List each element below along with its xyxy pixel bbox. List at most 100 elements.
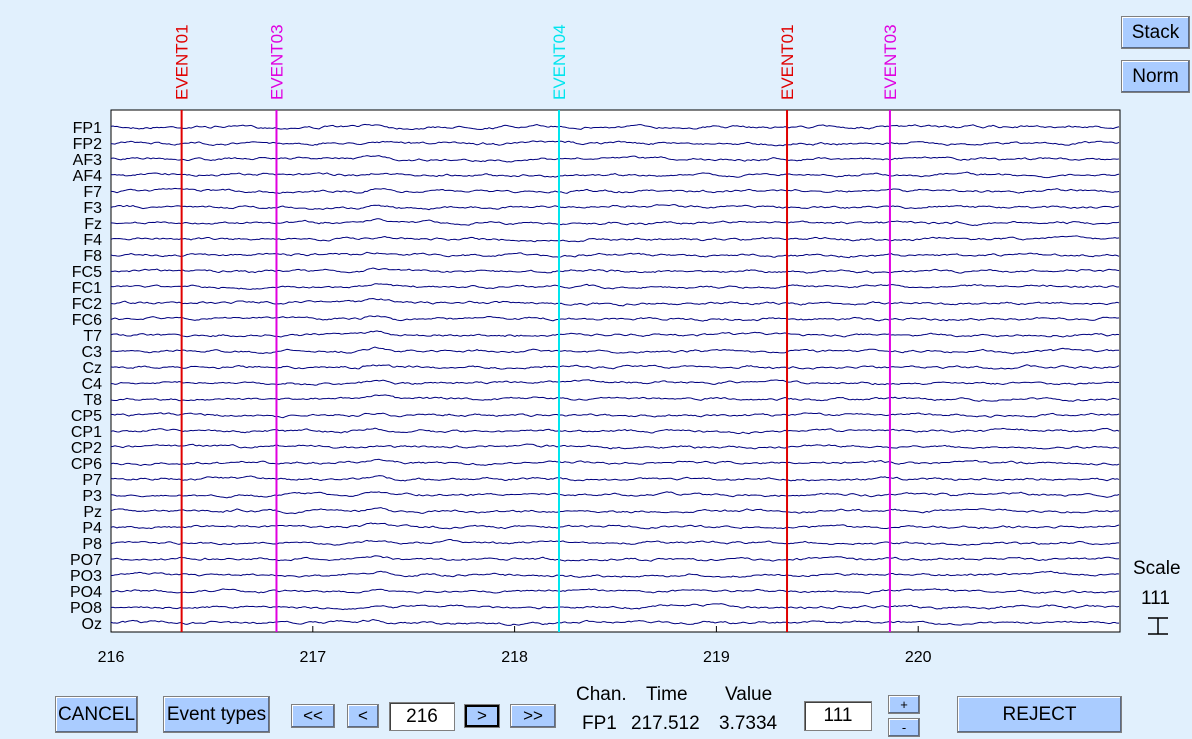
- channel-label-p8: P8: [82, 536, 102, 553]
- eeg-trace-c4: [110, 379, 1120, 386]
- eeg-trace-c3: [110, 346, 1120, 355]
- event-label-event01: EVENT01: [778, 24, 797, 100]
- previous-page-button[interactable]: <: [347, 704, 379, 728]
- scale-value: 111: [1141, 588, 1170, 609]
- eeg-trace-f4: [110, 235, 1120, 243]
- eeg-trace-po8: [110, 603, 1120, 611]
- event-label-event03: EVENT03: [267, 24, 286, 100]
- channel-label-fc2: FC2: [72, 296, 102, 313]
- channel-label-t7: T7: [83, 328, 102, 345]
- cancel-button[interactable]: CANCEL: [55, 696, 138, 733]
- eeg-trace-fc1: [110, 283, 1120, 290]
- channel-label-f3: F3: [83, 200, 102, 217]
- x-tick-label: 216: [98, 649, 125, 666]
- eeg-trace-fp1: [110, 123, 1120, 131]
- channel-label-po3: PO3: [70, 568, 102, 585]
- eeg-trace-fp2: [110, 140, 1120, 147]
- x-tick-label: 217: [299, 649, 326, 666]
- event-label-event01: EVENT01: [173, 24, 192, 100]
- eeg-trace-cp2: [110, 443, 1120, 450]
- event-markers: EVENT01 EVENT03 EVENT04 EVENT01 EVENT03: [173, 24, 900, 632]
- channel-labels: FP1FP2AF3AF4F7F3FzF4F8FC5FC1FC2FC6T7C3Cz…: [70, 120, 102, 633]
- channel-label-cp5: CP5: [71, 408, 102, 425]
- scale-bar-icon: [1148, 617, 1168, 635]
- event-label-event04: EVENT04: [550, 24, 569, 100]
- channel-label-c3: C3: [82, 344, 103, 361]
- channel-label-oz: Oz: [82, 616, 102, 633]
- stack-button[interactable]: Stack: [1121, 16, 1190, 49]
- channel-label-fc1: FC1: [72, 280, 102, 297]
- eeg-trace-f7: [110, 187, 1120, 194]
- time-header: Time: [646, 684, 688, 705]
- channel-label-p7: P7: [82, 472, 102, 489]
- x-tick-label: 218: [501, 649, 528, 666]
- cursor-value: 3.7334: [719, 713, 778, 734]
- eeg-trace-p3: [110, 491, 1120, 499]
- channel-label-f4: F4: [83, 232, 102, 249]
- channel-label-cz: Cz: [82, 360, 102, 377]
- scale-decrease-button[interactable]: -: [888, 718, 920, 737]
- channel-label-p3: P3: [82, 488, 102, 505]
- channel-label-f7: F7: [83, 184, 102, 201]
- scale-label: Scale: [1133, 558, 1181, 579]
- event-label-event03: EVENT03: [881, 24, 900, 100]
- channel-label-fc6: FC6: [72, 312, 102, 329]
- plot-area: [110, 109, 1121, 633]
- eeg-plot[interactable]: EVENT01 EVENT03 EVENT04 EVENT01 EVENT03 FP1F…: [0, 0, 1192, 680]
- channel-label-po8: PO8: [70, 600, 102, 617]
- channel-label-cp6: CP6: [71, 456, 102, 473]
- eeg-trace-t7: [110, 330, 1120, 338]
- eeg-trace-t8: [110, 394, 1120, 402]
- eeg-trace-fc2: [110, 298, 1120, 307]
- eeg-trace-po7: [111, 555, 1120, 562]
- eeg-trace-p7: [110, 475, 1120, 482]
- eeg-trace-f3: [110, 204, 1120, 211]
- norm-button[interactable]: Norm: [1121, 60, 1190, 93]
- eeg-trace-cp6: [110, 458, 1120, 467]
- eeg-trace-po4: [110, 588, 1120, 595]
- channel-label-fc5: FC5: [72, 264, 102, 281]
- reject-button[interactable]: REJECT: [957, 696, 1122, 733]
- eeg-trace-fc5: [110, 267, 1120, 274]
- scale-input[interactable]: [804, 701, 872, 731]
- channel-label-p4: P4: [82, 520, 102, 537]
- channel-label-f8: F8: [83, 248, 102, 265]
- channel-label-cp1: CP1: [71, 424, 102, 441]
- channel-label-po7: PO7: [70, 552, 102, 569]
- eeg-trace-f8: [110, 251, 1120, 259]
- channel-label-t8: T8: [83, 392, 102, 409]
- eeg-trace-p8: [110, 539, 1120, 546]
- chan-header: Chan.: [576, 684, 627, 705]
- event-types-button[interactable]: Event types: [163, 696, 270, 733]
- eeg-trace-pz: [110, 507, 1120, 515]
- first-page-button[interactable]: <<: [291, 704, 335, 728]
- eeg-trace-oz: [110, 618, 1120, 626]
- time-axis: 216 217 218 219 220: [98, 626, 932, 666]
- channel-label-po4: PO4: [70, 584, 102, 601]
- scale-increase-button[interactable]: +: [888, 695, 920, 714]
- last-page-button[interactable]: >>: [510, 704, 556, 728]
- eeg-trace-fz: [110, 218, 1120, 227]
- channel-label-pz: Pz: [83, 504, 102, 521]
- channel-label-cp2: CP2: [71, 440, 102, 457]
- cursor-time: 217.512: [631, 713, 700, 734]
- window-start-input[interactable]: [389, 702, 455, 731]
- eeg-trace-po3: [110, 570, 1120, 578]
- channel-label-fz: Fz: [84, 216, 102, 233]
- x-tick-label: 219: [703, 649, 730, 666]
- eeg-trace-af3: [110, 155, 1120, 163]
- eeg-trace-fc6: [110, 315, 1120, 322]
- eeg-trace-cp1: [110, 427, 1120, 435]
- channel-label-fp1: FP1: [73, 120, 102, 137]
- next-page-button[interactable]: >: [464, 704, 500, 728]
- channel-label-fp2: FP2: [73, 136, 102, 153]
- channel-label-c4: C4: [82, 376, 103, 393]
- eeg-traces: [110, 123, 1120, 626]
- channel-label-af3: AF3: [73, 152, 102, 169]
- eeg-trace-cp5: [110, 412, 1120, 419]
- channel-label-af4: AF4: [73, 168, 102, 185]
- x-tick-label: 220: [905, 649, 932, 666]
- eeg-trace-p4: [110, 522, 1120, 530]
- eeg-trace-cz: [110, 364, 1120, 370]
